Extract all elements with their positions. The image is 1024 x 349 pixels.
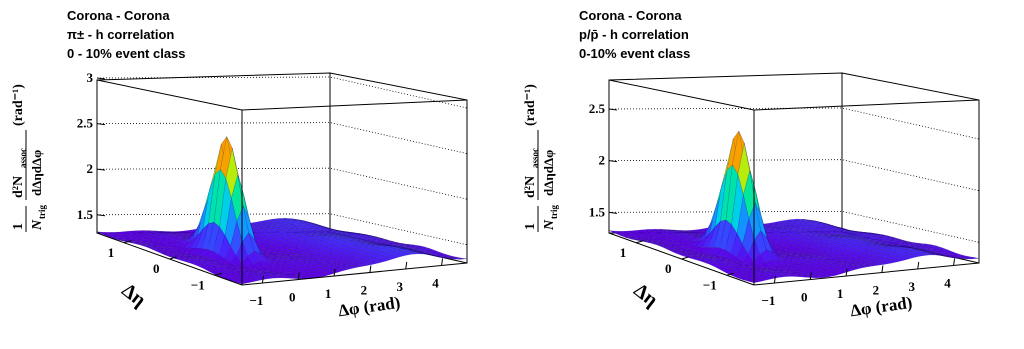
y-tick-mark [726,272,734,276]
z-tick-mark [608,160,618,163]
x-tick-mark [261,275,264,284]
x-tick-label: 1 [325,286,332,301]
z-tick-label: 2.5 [77,116,94,131]
x-tick-label: 0 [289,290,296,305]
z-tick-label: 2 [87,161,94,176]
dphi-axis-label: Δφ (rad) [849,293,913,320]
dphi-axis-line [241,262,468,286]
surface-cell [967,257,980,260]
x-tick-mark [405,261,408,270]
box-edge [608,79,755,111]
box-edge [241,99,468,111]
y-tick-mark [214,272,222,276]
x-tick-label: 3 [396,279,403,294]
x-tick-mark [845,268,848,277]
annotation-line: p/p̄ - h correlation [579,27,689,42]
z-tick-mark [96,214,106,217]
x-tick-mark [297,272,300,280]
y-tick-mark [681,256,689,260]
z-label-unit: (rad⁻¹) [11,84,26,126]
y-tick-mark [169,256,177,260]
z-tick-label: 1.5 [589,204,606,219]
surface-cell [455,257,468,260]
z-label-n: N [30,219,45,231]
surface-mesh [608,130,980,284]
z-label-unit: (rad⁻¹) [523,84,538,126]
z-label-prefix: 1 [11,223,26,230]
z-label-n-sub: trig [37,205,47,219]
y-tick-label: 0 [153,261,160,276]
y-tick-label: −1 [703,277,717,292]
z-tick-mark [608,108,618,111]
annotation-line: π± - h correlation [67,27,174,42]
z-label-denominator: dΔηdΔφ [29,150,44,196]
surface-mesh [96,136,468,285]
x-tick-mark [881,265,884,273]
x-tick-label: 2 [873,282,880,297]
z-label-n: N [542,219,557,231]
z-tick-mark [96,168,106,171]
x-tick-mark [917,261,920,270]
surface-chart-right: 1.522.5−1 0 1 2 3 410−1Δφ (rad)Δη1 Ntrigd²Nass… [523,8,980,320]
x-tick-label: 1 [837,286,844,301]
z-tick-label: 2.5 [589,101,606,116]
annotation-line: 0 - 10% event class [67,46,186,61]
dphi-axis-label: Δφ (rad) [337,293,401,320]
surface-chart-left: 1.522.53−1 0 1 2 3 410−1Δφ (rad)Δη1 Ntrigd²Nas… [11,8,468,320]
x-tick-label: −1 [249,293,263,308]
y-tick-label: 1 [620,245,627,260]
z-label-denominator: dΔηdΔφ [541,150,556,196]
box-edge [96,79,243,111]
x-tick-label: 4 [432,275,439,290]
z-label-numerator: d²N [11,176,26,198]
z-label-n-sub: trig [549,205,559,219]
x-tick-mark [369,265,372,273]
x-tick-mark [441,258,444,266]
z-tick-label: 1.5 [77,207,94,222]
z-tick-mark [96,123,106,126]
deta-axis-label: Δη [118,279,150,311]
z-label-num-sub: assoc [530,148,540,168]
box-edge [753,99,980,111]
x-tick-label: 4 [944,275,951,290]
y-tick-label: −1 [191,277,205,292]
x-tick-label: 3 [908,279,915,294]
z-label-numerator: d²N [523,176,538,198]
x-tick-mark [333,268,336,277]
deta-axis-label: Δη [630,279,662,311]
z-label-num-sub: assoc [18,148,28,168]
z-tick-mark [96,77,106,80]
x-tick-label: 0 [801,290,808,305]
dphi-axis-line [753,262,980,286]
annotation-line: Corona - Corona [67,8,170,23]
annotation-line: 0-10% event class [579,46,690,61]
x-tick-mark [953,258,956,266]
z-tick-label: 3 [87,70,94,85]
annotation-line: Corona - Corona [579,8,682,23]
y-tick-mark [124,240,132,244]
x-tick-label: −1 [761,293,775,308]
z-tick-label: 2 [599,153,606,168]
x-tick-mark [773,275,776,284]
y-tick-label: 0 [665,261,672,276]
x-tick-label: 2 [361,282,368,297]
z-tick-mark [608,211,618,214]
z-label-prefix: 1 [523,223,538,230]
y-tick-mark [636,240,644,244]
y-tick-label: 1 [108,245,115,260]
x-tick-mark [809,272,812,280]
